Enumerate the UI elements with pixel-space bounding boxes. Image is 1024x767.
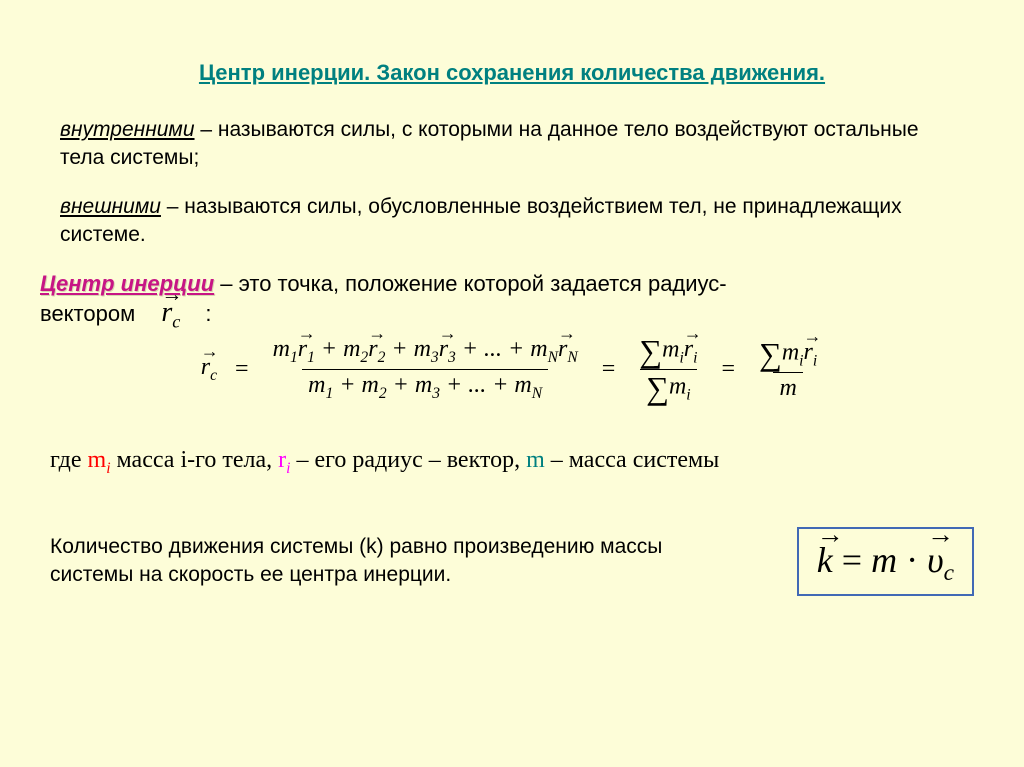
term-internal: внутренними	[60, 118, 195, 141]
v-vector: υ	[927, 539, 944, 581]
lhs-sub: c	[210, 367, 217, 384]
fraction-m: ∑miri m	[753, 336, 823, 404]
lhs-var: r	[201, 354, 210, 381]
equals-3: =	[715, 356, 741, 383]
term-external: внешними	[60, 195, 161, 218]
paragraph-internal: внутренними – называются силы, с которым…	[0, 106, 1024, 183]
rc-sub: c	[172, 312, 180, 332]
term-center-inertia: Центр инерции	[40, 271, 214, 296]
where-m: m	[526, 447, 545, 473]
equals-1: =	[229, 356, 255, 383]
text: – это точка, положение которой задается …	[214, 271, 726, 296]
paragraph-external: внешними – называются силы, обусловленны…	[0, 183, 1024, 260]
where-ri: ri	[278, 447, 290, 473]
numerator-1: m1r1 + m2r2 + m3r3 + ... + mNrN	[267, 334, 584, 369]
momentum-text: Количество движения системы (k) равно пр…	[50, 533, 737, 590]
text: масса i-го тела,	[111, 447, 279, 473]
lhs: rc	[201, 354, 217, 385]
page-title: Центр инерции. Закон сохранения количест…	[0, 0, 1024, 106]
main-formula: rc = m1r1 + m2r2 + m3r3 + ... + mNrN m1 …	[0, 333, 1024, 427]
momentum-formula-box: k = m · υc	[797, 527, 974, 595]
text: :	[187, 301, 211, 326]
text: вектором	[40, 301, 141, 326]
rc-vector-inline: rc	[141, 297, 187, 328]
bottom-row: Количество движения системы (k) равно пр…	[0, 497, 1024, 595]
where-clause: где mi масса i-го тела, ri – его радиус …	[0, 427, 1024, 498]
fraction-expanded: m1r1 + m2r2 + m3r3 + ... + mNrN m1 + m2 …	[267, 334, 584, 405]
denominator-1: m1 + m2 + m3 + ... + mN	[302, 369, 548, 405]
rc-var: r	[161, 297, 172, 329]
text: – масса системы	[545, 447, 720, 473]
k-vector: k	[817, 539, 833, 581]
text: – называются силы, обусловленные воздейс…	[60, 195, 902, 246]
dot: ·	[897, 540, 927, 580]
text: – его радиус – вектор,	[290, 447, 526, 473]
v-sub: c	[944, 561, 954, 587]
text: где	[50, 447, 88, 473]
where-mi: mi	[88, 447, 111, 473]
equals-2: =	[596, 356, 622, 383]
m: m	[871, 540, 897, 580]
fraction-sigma: ∑miri ∑mi	[633, 333, 703, 407]
definition-center-inertia: Центр инерции – это точка, положение кот…	[0, 259, 1024, 333]
